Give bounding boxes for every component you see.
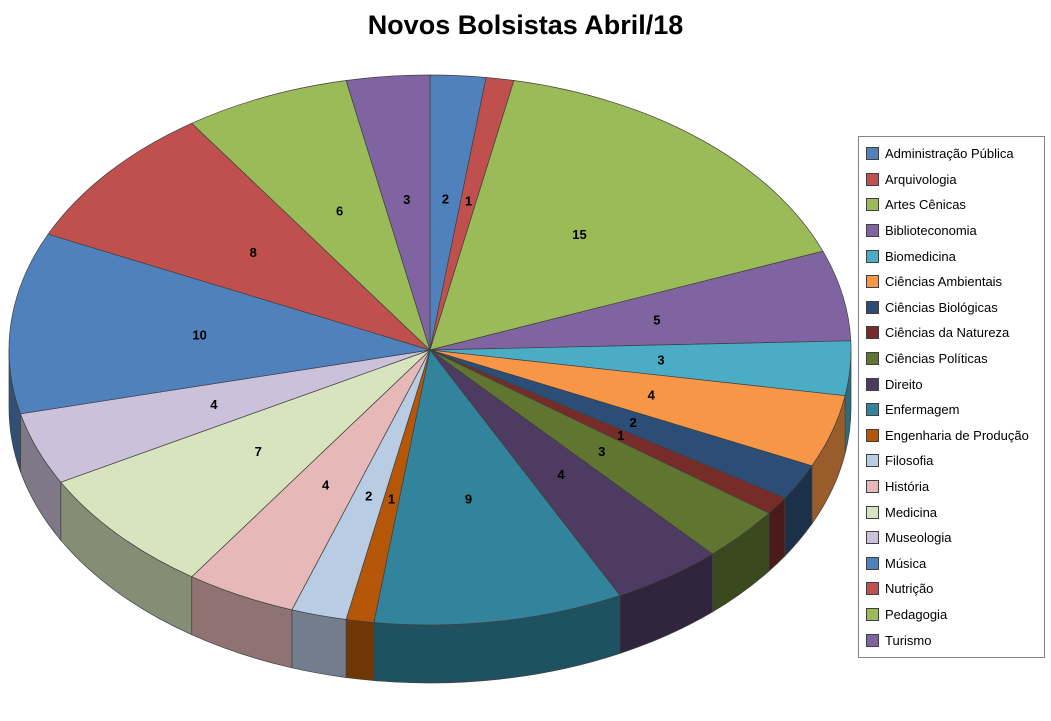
legend-item: Ciências Biológicas (866, 299, 1042, 315)
pie-slice (429, 80, 824, 351)
legend-label: Música (885, 555, 927, 571)
data-label: 1 (617, 428, 624, 443)
legend-label: Ciências Ambientais (885, 274, 1003, 290)
chart-title: Novos Bolsistas Abril/18 (367, 10, 684, 40)
legend-item: Artes Cênicas (866, 197, 1042, 213)
data-label: 3 (403, 192, 410, 207)
legend-swatch (866, 531, 879, 545)
data-label: 7 (255, 444, 262, 459)
legend-swatch (866, 556, 879, 570)
legend-swatch (866, 352, 879, 366)
legend-label: Nutrição (885, 581, 934, 597)
legend-item: Direito (866, 376, 1042, 392)
legend-swatch (866, 505, 879, 519)
legend-item: Turismo (866, 632, 1042, 648)
legend-item: Medicina (866, 504, 1042, 520)
legend-item: Nutrição (866, 581, 1042, 597)
pie-slice (191, 80, 431, 352)
data-label: 15 (572, 227, 586, 242)
legend-label: Biomedicina (885, 248, 956, 264)
legend-swatch (866, 198, 879, 212)
legend-item: Pedagogia (866, 606, 1042, 622)
data-label: 3 (657, 353, 664, 368)
legend-label: Artes Cênicas (885, 197, 966, 213)
legend-swatch (866, 300, 879, 314)
legend-label: Engenharia de Produção (885, 427, 1029, 443)
pie-slice-side (345, 619, 375, 681)
legend-swatch (866, 582, 879, 596)
data-label: 4 (322, 478, 330, 493)
legend-item: Música (866, 555, 1042, 571)
legend-label: Medicina (885, 504, 938, 520)
data-label: 4 (557, 467, 565, 482)
data-label: 5 (653, 312, 660, 327)
legend-label: Administração Pública (885, 146, 1014, 162)
legend-label: Filosofia (885, 453, 934, 469)
legend-swatch (866, 403, 879, 417)
legend-item: Arquivologia (866, 171, 1042, 187)
legend-item: Museologia (866, 530, 1042, 546)
legend-label: Ciências da Natureza (885, 325, 1010, 341)
legend-swatch (866, 377, 879, 391)
legend-label: Pedagogia (885, 606, 948, 622)
legend-item: Biomedicina (866, 248, 1042, 264)
pie-slice (345, 74, 431, 351)
pie-slice (373, 349, 621, 626)
legend-item: Ciências Políticas (866, 351, 1042, 367)
legend-swatch (866, 275, 879, 289)
legend: Administração Pública Arquivologia Artes C… (858, 136, 1045, 658)
legend-label: Ciências Políticas (885, 351, 988, 367)
data-label: 10 (192, 327, 206, 342)
data-label: 2 (629, 415, 636, 430)
legend-label: Arquivologia (885, 171, 957, 187)
legend-swatch (866, 249, 879, 263)
legend-item: Filosofia (866, 453, 1042, 469)
legend-label: História (885, 479, 930, 495)
data-label: 1 (388, 492, 395, 507)
pie-slice (47, 122, 431, 351)
legend-item: Engenharia de Produção (866, 427, 1042, 443)
legend-label: Ciências Biológicas (885, 299, 998, 315)
data-label: 2 (365, 488, 372, 503)
data-label: 8 (250, 245, 257, 260)
pie-slice (60, 349, 431, 578)
legend-label: Enfermagem (885, 402, 960, 418)
legend-item: Ciências da Natureza (866, 325, 1042, 341)
pie-slice (429, 250, 852, 351)
legend-label: Biblioteconomia (885, 223, 977, 239)
legend-label: Museologia (885, 530, 952, 546)
legend-label: Turismo (885, 632, 932, 648)
data-label: 4 (648, 387, 656, 402)
legend-item: Ciências Ambientais (866, 274, 1042, 290)
pie-slice-side (291, 609, 347, 678)
legend-item: Biblioteconomia (866, 223, 1042, 239)
data-label: 1 (465, 193, 472, 208)
pie-slice (8, 233, 431, 415)
legend-item: História (866, 479, 1042, 495)
legend-item: Administração Pública (866, 146, 1042, 162)
data-label: 9 (465, 492, 472, 507)
legend-label: Direito (885, 376, 923, 392)
legend-swatch (866, 428, 879, 442)
data-label: 3 (598, 444, 605, 459)
legend-swatch (866, 147, 879, 161)
legend-swatch (866, 454, 879, 468)
data-label: 4 (210, 397, 218, 412)
legend-swatch (866, 224, 879, 238)
legend-item: Enfermagem (866, 402, 1042, 418)
legend-swatch (866, 633, 879, 647)
legend-swatch (866, 326, 879, 340)
legend-swatch (866, 172, 879, 186)
data-label: 6 (336, 203, 343, 218)
legend-swatch (866, 480, 879, 494)
legend-swatch (866, 607, 879, 621)
data-label: 2 (442, 192, 449, 207)
